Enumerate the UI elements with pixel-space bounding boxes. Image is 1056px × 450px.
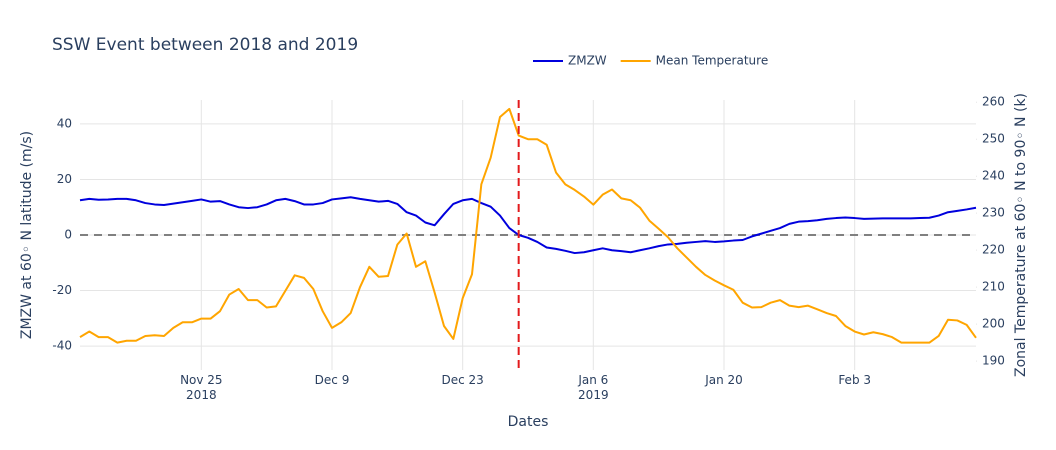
y-tick-label: -40	[52, 339, 72, 353]
series-line	[79, 107, 977, 344]
series-line	[79, 196, 977, 255]
y2-tick-label: 250	[982, 132, 1005, 146]
legend-label: Mean Temperature	[656, 54, 769, 68]
y2-axis-title: Zonal Temperature at 60◦ N to 90◦ N (k)	[1013, 93, 1029, 377]
legend-label: ZMZW	[568, 54, 607, 68]
y-tick-label: 0	[64, 228, 72, 242]
x-tick-label: Feb 3	[838, 373, 871, 387]
y-tick-label: 20	[57, 172, 72, 186]
y-tick-label: 40	[57, 116, 72, 130]
y2-tick-label: 220	[982, 243, 1005, 257]
x-tick-label: Jan 20	[704, 373, 743, 387]
x-axis-title: Dates	[508, 414, 549, 430]
y2-tick-label: 240	[982, 169, 1005, 183]
y2-tick-label: 230	[982, 206, 1005, 220]
y2-tick-label: 200	[982, 317, 1005, 331]
x-tick-label: Dec 9	[315, 373, 350, 387]
chart-title: SSW Event between 2018 and 2019	[52, 35, 358, 55]
y-tick-label: -20	[52, 283, 72, 297]
x-tick-label: Jan 6 2019	[577, 373, 608, 402]
x-tick-label: Dec 23	[442, 373, 484, 387]
y-axis-title: ZMZW at 60◦ N latitude (m/s)	[19, 131, 35, 339]
y2-tick-label: 260	[982, 95, 1005, 109]
y2-tick-label: 210	[982, 280, 1005, 294]
x-tick-label: Nov 25 2018	[180, 373, 223, 402]
y2-tick-label: 190	[982, 354, 1005, 368]
